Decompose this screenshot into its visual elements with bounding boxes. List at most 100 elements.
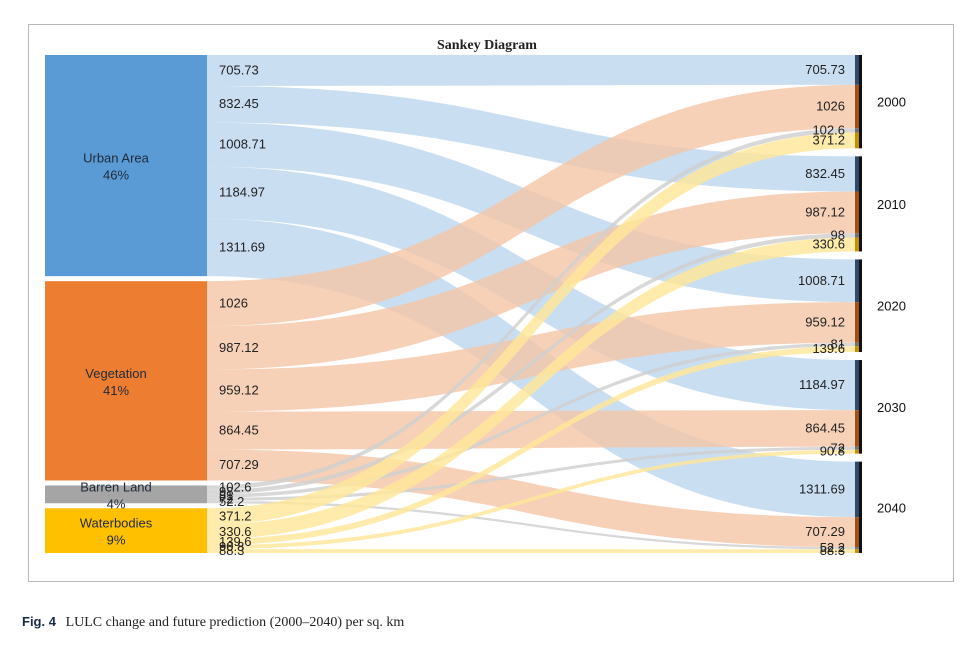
flow-target-value: 705.73 <box>805 62 845 77</box>
year-label-2040: 2040 <box>877 500 906 515</box>
flow-vegetation-2030 <box>207 410 855 450</box>
flow-target-value: 52.2 <box>820 540 845 555</box>
flow-waterbodies-2000 <box>207 132 855 525</box>
label-layer: Urban Area 46% Vegetation 41% Barren Land 4% W… <box>80 62 906 558</box>
flow-source-value: 371.2 <box>219 508 252 523</box>
flow-target-value: 987.12 <box>805 204 845 219</box>
flow-source-value: 98 <box>219 484 233 499</box>
flow-target-value: 88.3 <box>820 543 845 558</box>
flow-source-value: 707.29 <box>219 457 259 472</box>
source-name-vegetation: Vegetation <box>85 366 146 381</box>
flow-source-value: 987.12 <box>219 340 259 355</box>
flow-layer <box>207 55 855 553</box>
target-segment-urban-area-2030 <box>855 360 859 411</box>
source-node-waterbodies <box>45 508 207 553</box>
flow-vegetation-2000 <box>207 84 855 327</box>
source-share-barren-land: 4% <box>107 496 126 511</box>
flow-target-value: 90.8 <box>820 444 845 459</box>
flow-target-value: 1184.97 <box>799 377 845 392</box>
flow-target-value: 98 <box>831 227 845 242</box>
flow-source-value: 90.8 <box>219 539 244 554</box>
year-label-2010: 2010 <box>877 197 906 212</box>
flow-source-value: 72 <box>219 491 233 506</box>
flow-source-value: 88.3 <box>219 543 244 558</box>
source-share-waterbodies: 9% <box>107 533 126 548</box>
target-segment-vegetation-2010 <box>855 191 859 234</box>
flow-source-value: 102.6 <box>219 480 252 495</box>
flow-source-value: 330.6 <box>219 524 252 539</box>
year-label-2020: 2020 <box>877 299 906 314</box>
flow-waterbodies-2010 <box>207 237 855 540</box>
flow-target-value: 139.6 <box>812 341 845 356</box>
flow-waterbodies-2020 <box>207 346 855 546</box>
flow-source-value: 81 <box>219 488 233 503</box>
target-segment-vegetation-2020 <box>855 302 859 343</box>
flow-target-value: 72 <box>831 440 845 455</box>
target-segment-vegetation-2040 <box>855 517 859 548</box>
year-node-2040 <box>859 461 862 553</box>
flow-source-value: 832.45 <box>219 96 259 111</box>
caption-label: Fig. 4 <box>22 614 56 629</box>
flow-source-value: 1184.97 <box>219 185 265 200</box>
flow-source-value: 1311.69 <box>219 239 265 254</box>
node-layer <box>45 55 862 553</box>
flow-source-value: 52.2 <box>219 494 244 509</box>
target-segment-barren-land-2040 <box>855 547 859 550</box>
year-node-2010 <box>859 156 862 252</box>
target-segment-urban-area-2010 <box>855 156 859 192</box>
target-segment-waterbodies-2020 <box>855 346 859 353</box>
flow-target-value: 707.29 <box>805 524 845 539</box>
target-segment-urban-area-2000 <box>855 55 859 85</box>
diagram-title: Sankey Diagram <box>437 38 537 53</box>
target-segment-barren-land-2030 <box>855 446 859 450</box>
flow-target-value: 81 <box>831 336 845 351</box>
flow-barren-land-2000 <box>207 128 855 490</box>
flow-source-value: 705.73 <box>219 62 259 77</box>
flow-urban-area-2000 <box>207 55 855 86</box>
flow-waterbodies-2030 <box>207 449 855 550</box>
flow-target-value: 1026 <box>816 99 845 114</box>
source-node-urban-area <box>45 55 207 277</box>
flow-target-value: 371.2 <box>812 132 845 147</box>
year-label-2000: 2000 <box>877 95 906 110</box>
target-segment-waterbodies-2040 <box>855 549 859 553</box>
flow-source-value: 959.12 <box>219 382 259 397</box>
source-node-vegetation <box>45 281 207 481</box>
flow-target-value: 832.45 <box>805 166 845 181</box>
target-segment-barren-land-2000 <box>855 128 859 133</box>
caption-text: LULC change and future prediction (2000–… <box>65 615 405 630</box>
flow-source-value: 139.6 <box>219 534 252 549</box>
flow-source-value: 1008.71 <box>219 137 266 152</box>
flow-source-value: 864.45 <box>219 422 259 437</box>
source-share-urban-area: 46% <box>103 168 129 183</box>
flow-waterbodies-2040 <box>207 549 855 553</box>
target-segment-urban-area-2020 <box>855 259 859 303</box>
flow-target-value: 959.12 <box>805 314 845 329</box>
year-label-2030: 2030 <box>877 400 906 415</box>
source-name-urban-area: Urban Area <box>83 151 150 166</box>
figure-frame: Sankey Diagram Urban Area 46% Vegetation 41… <box>28 24 954 582</box>
target-segment-vegetation-2030 <box>855 410 859 447</box>
target-segment-vegetation-2000 <box>855 84 859 129</box>
target-segment-barren-land-2020 <box>855 342 859 347</box>
year-node-2000 <box>859 55 862 149</box>
source-name-waterbodies: Waterbodies <box>80 516 153 531</box>
flow-target-value: 1311.69 <box>799 481 845 496</box>
target-segment-waterbodies-2010 <box>855 237 859 252</box>
flow-target-value: 1008.71 <box>798 273 845 288</box>
flow-target-value: 102.6 <box>812 122 845 137</box>
target-segment-waterbodies-2030 <box>855 449 859 454</box>
year-node-2030 <box>859 360 862 454</box>
flow-vegetation-2020 <box>207 302 855 412</box>
flow-source-value: 1026 <box>219 296 248 311</box>
flow-barren-land-2040 <box>207 500 855 550</box>
sankey-diagram: Sankey Diagram Urban Area 46% Vegetation 41… <box>45 38 906 558</box>
flow-target-value: 864.45 <box>805 420 845 435</box>
flow-urban-area-2010 <box>207 85 855 192</box>
figure-caption: Fig. 4 LULC change and future prediction… <box>22 614 404 631</box>
flow-vegetation-2010 <box>207 191 855 370</box>
source-node-barren-land <box>45 485 207 504</box>
target-segment-waterbodies-2000 <box>855 132 859 149</box>
flow-barren-land-2010 <box>207 233 855 495</box>
source-name-barren-land: Barren Land <box>80 479 152 494</box>
